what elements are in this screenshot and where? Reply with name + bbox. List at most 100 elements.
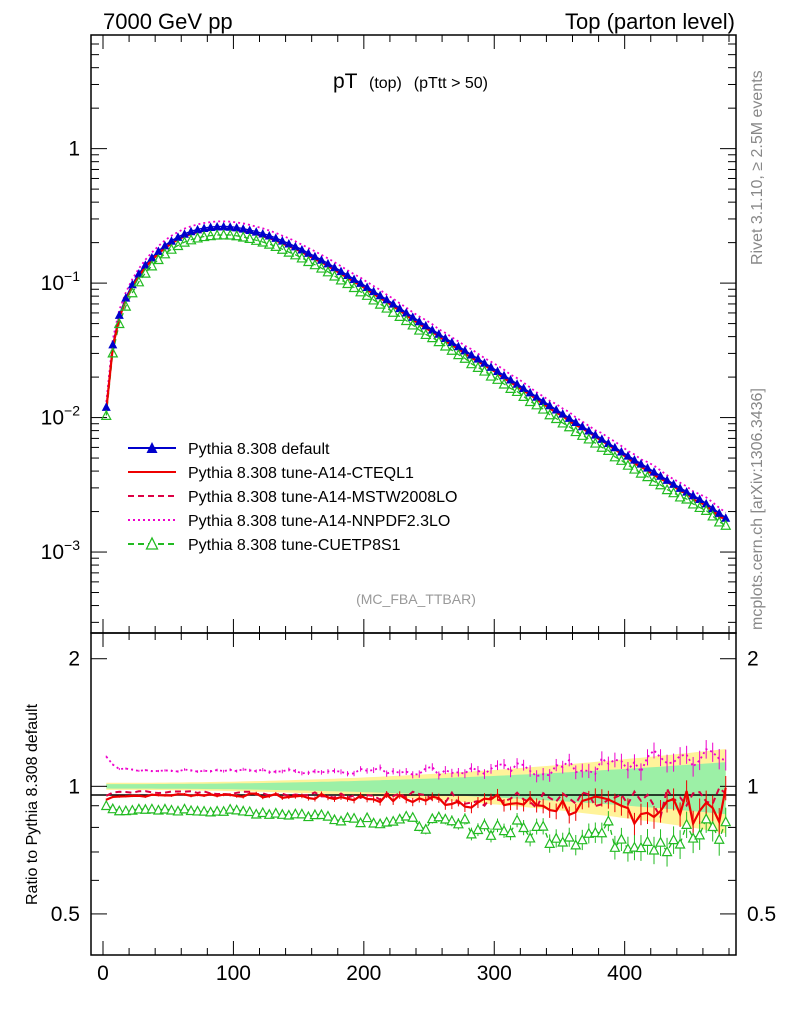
cuetp8s1-marker	[557, 417, 569, 428]
ratio-cuetp8s1-marker	[237, 805, 249, 816]
ratio-cuetp8s1-marker	[322, 810, 334, 821]
cuetp8s1-marker	[570, 425, 582, 437]
ratio-cuetp8s1-marker	[498, 824, 510, 836]
header-right: Top (parton level)	[565, 9, 735, 34]
ratio-cuetp8s1-marker	[452, 818, 464, 829]
default-marker	[245, 225, 255, 234]
default-marker	[597, 434, 607, 443]
main-curves	[100, 220, 732, 530]
ratio-cuetp8s1-marker	[524, 832, 536, 843]
cuetp8s1-marker	[342, 277, 354, 289]
ratio-y-tick-label-left: 2	[68, 648, 80, 671]
cuetp8s1-marker	[152, 253, 164, 265]
default-marker	[284, 238, 294, 248]
cuetp8s1-marker	[139, 267, 151, 278]
ratio-cuetp8s1-marker	[596, 826, 608, 838]
ratio-y-tick-label-right: 2	[747, 648, 759, 671]
default-marker	[401, 307, 411, 317]
cuetp8s1-marker	[185, 234, 197, 245]
default-marker	[238, 224, 248, 233]
ratio-cuetp8s1-marker	[641, 835, 653, 846]
cuetp8s1-marker	[609, 451, 621, 462]
cuetp8s1-marker	[407, 319, 419, 330]
x-tick-label: 300	[477, 962, 512, 985]
ratio-line-CTEQL1	[105, 787, 727, 828]
default-marker	[108, 339, 118, 349]
legend-label-3: Pythia 8.308 tune-A14-NNPDF2.3LO	[188, 513, 450, 530]
ratio-cuetp8s1-marker	[211, 805, 223, 816]
ratio-cuetp8s1-marker	[681, 818, 693, 829]
ratio-cuetp8s1-marker	[179, 803, 191, 814]
default-marker	[336, 266, 346, 276]
ratio-curves	[100, 740, 732, 867]
cuetp8s1-marker	[348, 281, 360, 293]
y-tick-exponent: −3	[64, 537, 80, 553]
ratio-uncertainty-band	[106, 749, 726, 834]
default-marker	[584, 425, 594, 435]
ratio-cuetp8s1-marker	[459, 813, 471, 824]
default-marker	[473, 354, 483, 363]
ratio-y-tick-label-right: 0.5	[747, 903, 776, 926]
default-marker	[558, 409, 568, 418]
default-marker	[375, 290, 385, 300]
cuetp8s1-marker	[113, 317, 125, 329]
ratio-cuetp8s1-marker	[700, 813, 712, 824]
default-marker	[532, 392, 542, 401]
default-marker	[610, 442, 620, 452]
default-marker	[629, 455, 639, 464]
x-tick-label: 100	[216, 962, 251, 985]
default-marker	[493, 366, 503, 376]
ratio-cuetp8s1-marker	[674, 838, 686, 849]
default-marker	[525, 387, 535, 397]
plot-title-sub1: (top)	[369, 75, 402, 92]
cuetp8s1-marker	[550, 412, 562, 424]
cuetp8s1-marker	[615, 454, 627, 465]
cuetp8s1-marker	[192, 232, 204, 243]
ratio-cuetp8s1-marker	[511, 814, 523, 825]
cuetp8s1-marker	[602, 444, 614, 455]
default-marker	[466, 350, 476, 359]
cuetp8s1-marker	[289, 249, 301, 260]
ratio-y-axis-label: Ratio to Pythia 8.308 default	[24, 703, 41, 905]
ratio-cuetp8s1-marker	[576, 833, 588, 845]
cuetp8s1-marker	[107, 347, 119, 358]
cuetp8s1-marker	[420, 328, 432, 340]
default-marker	[408, 312, 418, 321]
ratio-y-tick-label-right: 1	[747, 775, 759, 798]
y-tick-exponent: −1	[64, 268, 80, 284]
ratio-cuetp8s1-marker	[518, 821, 530, 833]
default-marker	[616, 446, 626, 456]
ratio-cuetp8s1-marker	[289, 808, 301, 819]
y-tick-label: 10−1	[41, 268, 81, 295]
default-marker	[603, 438, 613, 448]
default-marker	[701, 498, 711, 508]
default-marker	[571, 417, 581, 427]
cuetp8s1-marker	[537, 403, 549, 414]
mcplots-label: mcplots.cern.ch [arXiv:1306.3436]	[749, 388, 766, 630]
default-marker	[382, 294, 392, 304]
legend-label-0: Pythia 8.308 default	[188, 441, 330, 458]
header-left: 7000 GeV pp	[103, 9, 233, 34]
cuetp8s1-marker	[283, 246, 295, 257]
cuetp8s1-marker	[720, 519, 732, 530]
default-marker	[519, 383, 529, 393]
default-marker	[329, 262, 339, 272]
default-marker	[427, 325, 437, 334]
default-marker	[310, 251, 320, 261]
legend-label-1: Pythia 8.308 tune-A14-CTEQL1	[188, 465, 414, 482]
default-marker	[669, 479, 679, 488]
cuetp8s1-marker	[100, 409, 112, 420]
ratio-cuetp8s1-marker	[589, 826, 601, 838]
ratio-cuetp8s1-marker	[270, 807, 282, 818]
default-marker	[499, 370, 509, 380]
cuetp8s1-marker	[687, 498, 699, 509]
y-tick-base: 10	[41, 272, 64, 295]
cuetp8s1-marker	[218, 229, 230, 240]
ratio-cuetp8s1-marker	[309, 808, 321, 820]
y-tick-exponent: −2	[64, 403, 80, 419]
cuetp8s1-marker	[250, 234, 262, 245]
cuetp8s1-marker	[146, 260, 158, 271]
cuetp8s1-marker	[498, 378, 510, 389]
default-marker	[166, 236, 176, 245]
default-marker	[682, 487, 692, 496]
